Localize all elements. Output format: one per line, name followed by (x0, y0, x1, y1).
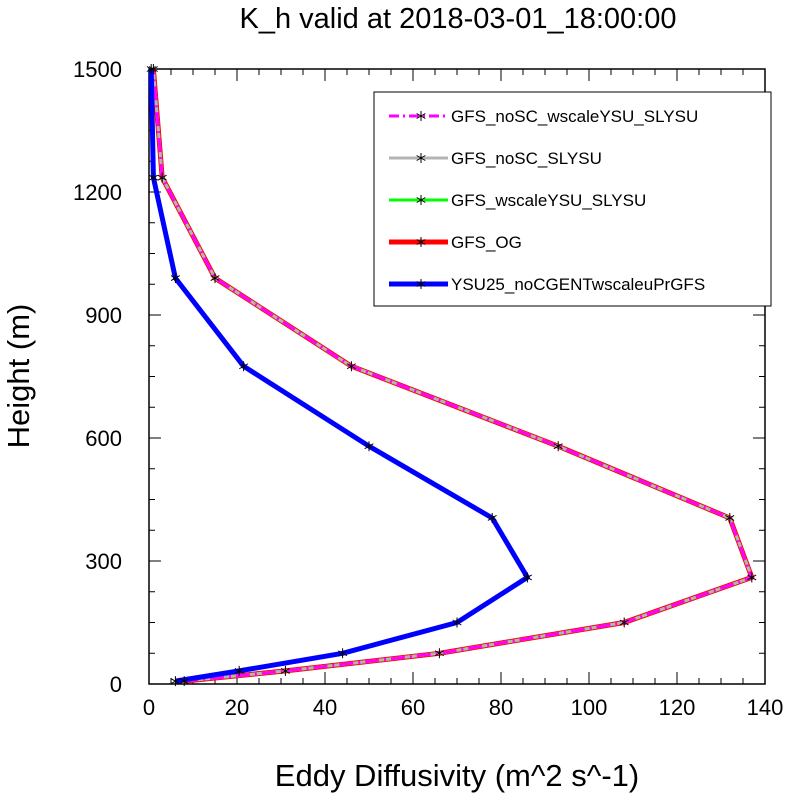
y-axis-title: Height (m) (1, 304, 36, 449)
x-axis-title: Eddy Diffusivity (m^2 s^-1) (275, 758, 639, 793)
x-tick-labels: 0 20 40 60 80 100 120 140 (143, 695, 783, 720)
legend: GFS_noSC_wscaleYSU_SLYSU GFS_noSC_SLYSU GF… (373, 91, 772, 307)
data-point-marker (170, 273, 180, 284)
x-tick-label: 100 (571, 695, 608, 720)
data-point-marker (434, 648, 444, 659)
data-point-marker (234, 665, 244, 676)
legend-item: GFS_wscaleYSU_SLYSU (389, 191, 646, 210)
y-tick-label: 0 (110, 672, 122, 697)
legend-item: GFS_noSC_wscaleYSU_SLYSU (389, 107, 698, 126)
data-point-marker (338, 648, 348, 659)
series-line-1 (151, 68, 754, 683)
data-point-marker (157, 172, 167, 183)
data-point-marker (487, 512, 497, 523)
legend-item: GFS_OG (389, 233, 522, 252)
data-point-marker (280, 665, 290, 676)
data-point-marker (148, 64, 158, 74)
legend-label-3: GFS_wscaleYSU_SLYSU (451, 191, 646, 210)
x-tick-label: 120 (659, 695, 696, 720)
legend-marker (416, 111, 426, 121)
data-point-marker (346, 361, 356, 372)
legend-label-2: GFS_noSC_SLYSU (451, 149, 602, 168)
data-point-marker (148, 172, 158, 183)
legend-marker (416, 237, 426, 247)
x-tick-label: 0 (143, 695, 155, 720)
data-point-marker (747, 572, 757, 583)
y-tick-label: 600 (85, 426, 122, 451)
axis-ticks (148, 68, 766, 685)
legend-marker (416, 195, 426, 205)
data-point-marker (146, 64, 156, 74)
data-point-marker (619, 617, 629, 628)
x-tick-label: 140 (747, 695, 784, 720)
legend-label-4: GFS_OG (451, 233, 522, 252)
data-point-marker (210, 273, 220, 284)
data-point-marker (522, 572, 532, 583)
legend-marker (416, 153, 426, 163)
legend-label-1: GFS_noSC_wscaleYSU_SLYSU (451, 107, 698, 126)
legend-label-5: YSU25_noCGENTwscaleuPrGFS (451, 275, 705, 294)
x-tick-label: 60 (401, 695, 425, 720)
data-point-marker (725, 512, 735, 523)
y-tick-label: 900 (85, 303, 122, 328)
legend-marker (416, 279, 426, 289)
legend-item: YSU25_noCGENTwscaleuPrGFS (389, 275, 705, 294)
data-point-marker (179, 676, 189, 687)
y-tick-label: 300 (85, 549, 122, 574)
chart-title: K_h valid at 2018-03-01_18:00:00 (240, 3, 677, 35)
data-point-marker (239, 361, 249, 372)
legend-item: GFS_noSC_SLYSU (389, 149, 602, 168)
x-tick-label: 80 (489, 695, 513, 720)
y-tick-label: 1500 (73, 57, 122, 82)
x-tick-label: 20 (225, 695, 249, 720)
y-tick-labels: 0 300 600 900 1200 1500 (73, 57, 122, 697)
data-point-marker (170, 676, 180, 687)
y-tick-label: 1200 (73, 180, 122, 205)
data-point-marker (452, 617, 462, 628)
data-point-marker (364, 441, 374, 452)
series-markers (146, 64, 757, 687)
x-tick-label: 40 (313, 695, 337, 720)
data-point-marker (553, 441, 563, 452)
